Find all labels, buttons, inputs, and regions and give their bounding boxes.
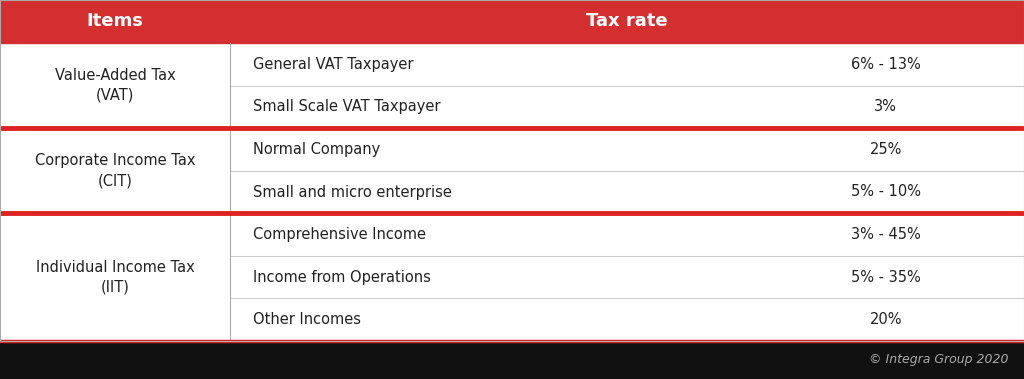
- Bar: [0, 0, 1024, 341]
- Text: Tax rate: Tax rate: [587, 13, 668, 30]
- Text: 3%: 3%: [874, 99, 897, 114]
- Text: Income from Operations: Income from Operations: [253, 269, 431, 285]
- Bar: [0, 341, 1024, 379]
- Text: Individual Income Tax
(IIT): Individual Income Tax (IIT): [36, 260, 195, 294]
- Text: Other Incomes: Other Incomes: [253, 312, 360, 327]
- Text: 5% - 35%: 5% - 35%: [851, 269, 921, 285]
- Text: 6% - 13%: 6% - 13%: [851, 57, 921, 72]
- Text: 20%: 20%: [869, 312, 902, 327]
- Text: Normal Company: Normal Company: [253, 142, 380, 157]
- Text: Small and micro enterprise: Small and micro enterprise: [253, 185, 452, 199]
- Text: 3% - 45%: 3% - 45%: [851, 227, 921, 242]
- Bar: [0, 43, 1024, 341]
- Text: © Integra Group 2020: © Integra Group 2020: [869, 354, 1009, 366]
- Text: Items: Items: [87, 13, 143, 30]
- Text: 25%: 25%: [869, 142, 902, 157]
- Text: Value-Added Tax
(VAT): Value-Added Tax (VAT): [55, 68, 175, 103]
- Text: 5% - 10%: 5% - 10%: [851, 185, 921, 199]
- Text: Corporate Income Tax
(CIT): Corporate Income Tax (CIT): [35, 153, 196, 188]
- Text: Small Scale VAT Taxpayer: Small Scale VAT Taxpayer: [253, 99, 440, 114]
- Text: Comprehensive Income: Comprehensive Income: [253, 227, 426, 242]
- Text: General VAT Taxpayer: General VAT Taxpayer: [253, 57, 414, 72]
- Bar: [0, 0, 1024, 43]
